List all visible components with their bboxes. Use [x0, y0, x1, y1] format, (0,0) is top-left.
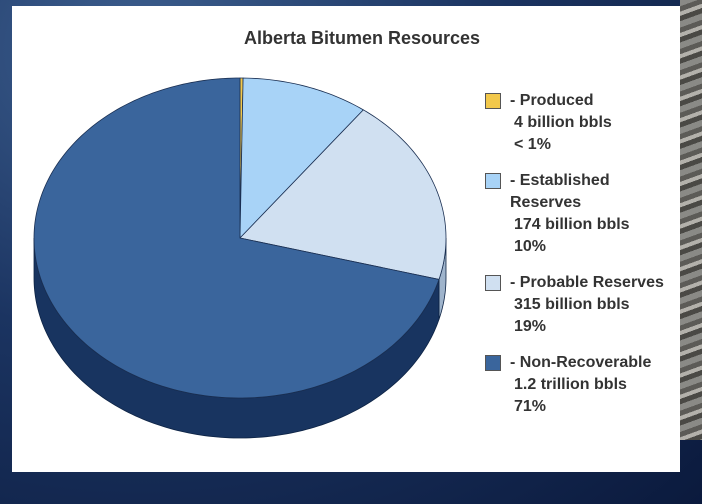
pie-chart [33, 77, 447, 439]
legend-label: - Probable Reserves [510, 274, 664, 291]
slice [33, 77, 440, 399]
slice [239, 109, 447, 280]
legend-swatch [485, 355, 501, 371]
legend-item: - Established Reserves 174 billion bbls 10… [485, 170, 680, 258]
legend-label: - Produced [510, 92, 594, 109]
value-label: 10% [514, 238, 547, 255]
amount-label: 4 billion bbls [514, 114, 612, 131]
value-label: 19% [514, 318, 547, 335]
legend-label: - Non-Recoverable [510, 354, 652, 371]
slice [239, 77, 364, 240]
legend-item: - Probable Reserves 315 billion bbls 19% [485, 272, 680, 338]
legend-item: - Non-Recoverable 1.2 trillion bbls 71% [485, 352, 680, 418]
legend-item: - Produced 4 billion bbls < 1% [485, 90, 680, 156]
amount-label: 174 billion bbls [514, 216, 630, 233]
amount-label: 315 billion bbls [514, 296, 630, 313]
legend-swatch [485, 93, 501, 109]
legend-label: - Established Reserves [510, 172, 610, 211]
legend-swatch [485, 275, 501, 291]
chart-title: Alberta Bitumen Resources [243, 28, 481, 48]
background-image [680, 0, 702, 440]
legend-swatch [485, 173, 501, 189]
amount-label: 1.2 trillion bbls [514, 376, 627, 393]
legend: - Produced 4 billion bbls < 1% - Establishe… [485, 90, 680, 432]
chart-panel: Alberta Bitumen Resources - Produced 4 bi… [12, 6, 680, 472]
value-label: < 1% [514, 136, 551, 153]
value-label: 71% [514, 398, 547, 415]
